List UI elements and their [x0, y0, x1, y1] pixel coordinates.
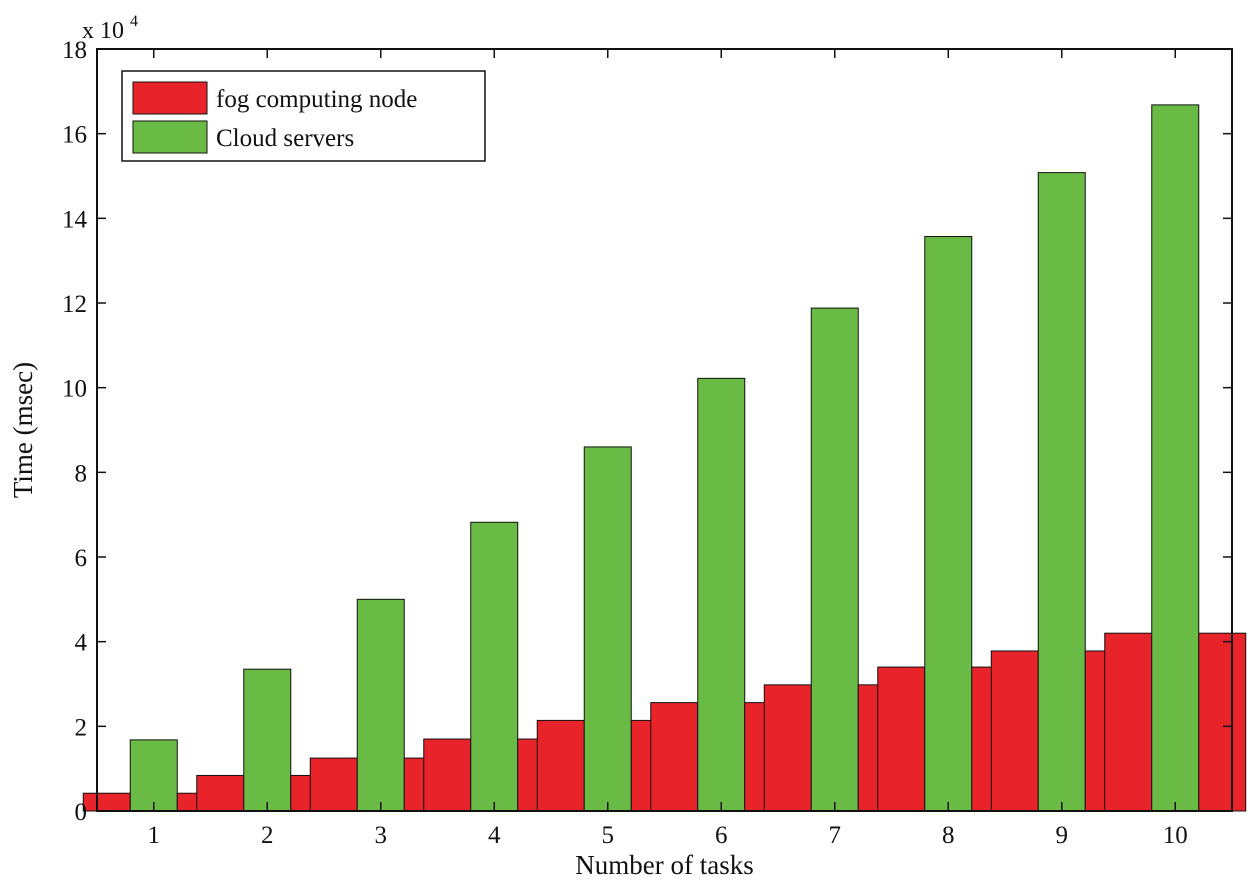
legend: fog computing node Cloud servers — [121, 70, 486, 162]
legend-label-fog: fog computing node — [216, 86, 417, 113]
bar-fog-6-left — [650, 702, 699, 812]
x-tick-label-10: 10 — [1163, 822, 1188, 849]
x-tick-label-4: 4 — [488, 822, 501, 849]
y-axis-title: Time (msec) — [8, 362, 38, 498]
bar-cloud-8 — [924, 236, 973, 812]
y-tick-label-10: 10 — [62, 376, 87, 403]
x-tick-label-2: 2 — [261, 822, 274, 849]
legend-swatch-cloud — [132, 120, 208, 154]
x-tick-label-3: 3 — [375, 822, 388, 849]
y-tick-label-2: 2 — [75, 714, 88, 741]
legend-label-cloud: Cloud servers — [216, 125, 354, 152]
bars-layer — [82, 104, 1247, 812]
bar-cloud-6 — [697, 377, 746, 812]
y-tick-label-0: 0 — [75, 799, 88, 826]
bar-fog-9-left — [990, 650, 1039, 812]
y-tick-label-14: 14 — [62, 206, 88, 233]
x-tick-label-1: 1 — [148, 822, 161, 849]
bar-fog-1-left — [82, 792, 131, 812]
bar-cloud-4 — [470, 521, 519, 812]
y-tick-label-12: 12 — [62, 291, 87, 318]
y-tick-label-16: 16 — [62, 122, 87, 149]
bar-fog-10-right — [1198, 632, 1247, 812]
legend-swatch-fog — [132, 81, 208, 115]
x-tick-label-6: 6 — [715, 822, 728, 849]
y-tick-label-8: 8 — [75, 460, 88, 487]
bar-cloud-2 — [243, 668, 292, 812]
y-tick-label-6: 6 — [75, 545, 88, 572]
plot-frame — [96, 48, 1233, 812]
bar-fog-4-left — [423, 738, 472, 812]
y-tick-label-18: 18 — [62, 37, 87, 64]
y-tick-label-4: 4 — [75, 630, 88, 657]
bar-fog-2-left — [196, 774, 245, 812]
bar-fog-3-left — [309, 757, 358, 812]
y-scale-multiplier: x 10 4 — [82, 13, 138, 44]
bar-fog-7-left — [763, 684, 812, 812]
bar-fog-8-left — [877, 666, 926, 812]
bar-cloud-3 — [356, 598, 405, 812]
bar-fog-10-left — [1104, 632, 1153, 812]
bar-cloud-10 — [1151, 104, 1200, 812]
y-scale-exponent: 4 — [130, 13, 138, 30]
x-tick-label-9: 9 — [1056, 822, 1069, 849]
x-tick-label-8: 8 — [942, 822, 955, 849]
bar-cloud-9 — [1037, 172, 1086, 812]
bar-cloud-7 — [810, 307, 859, 812]
bar-cloud-5 — [583, 446, 632, 812]
x-axis-title: Number of tasks — [575, 850, 753, 880]
y-scale-base: x 10 — [82, 18, 124, 44]
bar-cloud-1 — [129, 739, 178, 812]
x-tick-label-5: 5 — [602, 822, 615, 849]
bar-fog-5-left — [536, 719, 585, 812]
x-tick-label-7: 7 — [829, 822, 842, 849]
